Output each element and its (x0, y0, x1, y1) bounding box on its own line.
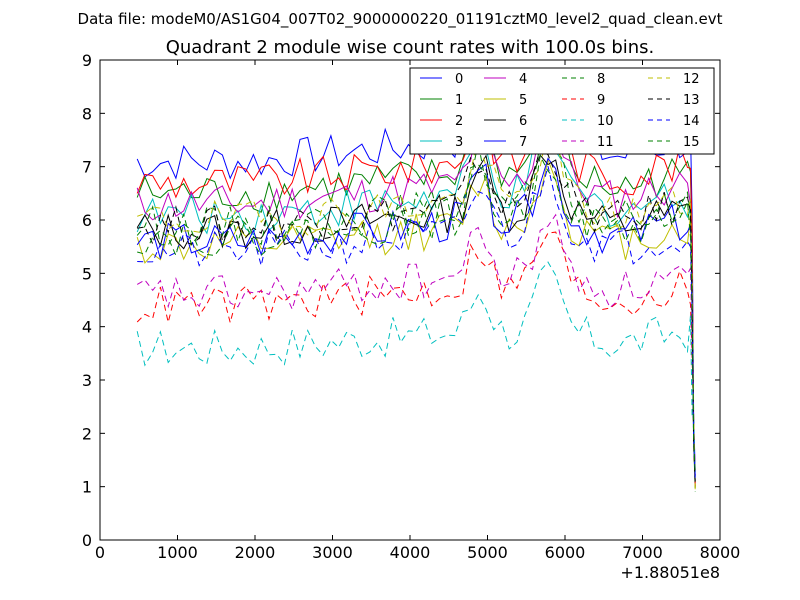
series-line-12 (137, 125, 696, 491)
x-tick-label: 4000 (390, 543, 431, 562)
x-tick-label: 5000 (467, 543, 508, 562)
y-tick-label: 6 (82, 211, 92, 230)
series-line-3 (136, 119, 696, 477)
x-tick-label: 0 (95, 543, 105, 562)
y-tick-label: 2 (82, 424, 92, 443)
x-tick-label: 7000 (622, 543, 663, 562)
legend-label-13: 13 (683, 93, 700, 108)
series-line-13 (137, 149, 696, 486)
legend-label-11: 11 (597, 135, 614, 150)
series-line-7 (136, 157, 696, 476)
y-tick-label: 4 (82, 318, 92, 337)
legend-label-14: 14 (683, 114, 700, 129)
series-line-9 (136, 231, 696, 487)
legend-label-1: 1 (455, 93, 463, 108)
x-tick-label: 6000 (545, 543, 586, 562)
series-line-10 (136, 261, 696, 481)
series-line-15 (137, 154, 696, 475)
y-tick-label: 8 (82, 104, 92, 123)
legend-label-6: 6 (519, 114, 527, 129)
series-line-14 (137, 166, 696, 480)
chart-title: Quadrant 2 module wise count rates with … (166, 37, 655, 58)
legend-label-3: 3 (455, 135, 463, 150)
y-tick-label: 9 (82, 51, 92, 70)
series-line-5 (136, 157, 696, 488)
series-line-1 (136, 90, 696, 489)
series-line-4 (136, 118, 696, 472)
series-layer (136, 73, 696, 492)
legend-label-2: 2 (455, 114, 463, 129)
ticks-layer: 0 1000 2000 3000 4000 5000 6000 7000 80000123456… (82, 51, 741, 562)
x-tick-label: 8000 (700, 543, 741, 562)
legend-label-8: 8 (597, 72, 605, 87)
x-offset-label: +1.88051e8 (620, 563, 720, 582)
legend-label-5: 5 (519, 93, 527, 108)
x-tick-label: 2000 (235, 543, 276, 562)
legend-label-10: 10 (597, 114, 614, 129)
legend-box (409, 67, 715, 155)
series-line-8 (136, 121, 696, 492)
y-tick-label: 0 (82, 531, 92, 550)
legend-label-0: 0 (455, 72, 463, 87)
legend-label-15: 15 (683, 135, 700, 150)
y-tick-label: 1 (82, 478, 92, 497)
series-line-6 (136, 154, 696, 482)
legend-label-12: 12 (683, 72, 700, 87)
y-tick-label: 3 (82, 371, 92, 390)
series-line-11 (136, 213, 696, 476)
x-tick-label: 1000 (157, 543, 198, 562)
legend-label-4: 4 (519, 72, 527, 87)
legend-label-7: 7 (519, 135, 527, 150)
x-tick-label: 3000 (312, 543, 353, 562)
chart-supertitle: Data file: modeM0/AS1G04_007T02_90000002… (78, 10, 723, 29)
y-tick-label: 7 (82, 158, 92, 177)
legend-label-9: 9 (597, 93, 605, 108)
y-tick-label: 5 (82, 264, 92, 283)
series-line-2 (136, 101, 696, 483)
